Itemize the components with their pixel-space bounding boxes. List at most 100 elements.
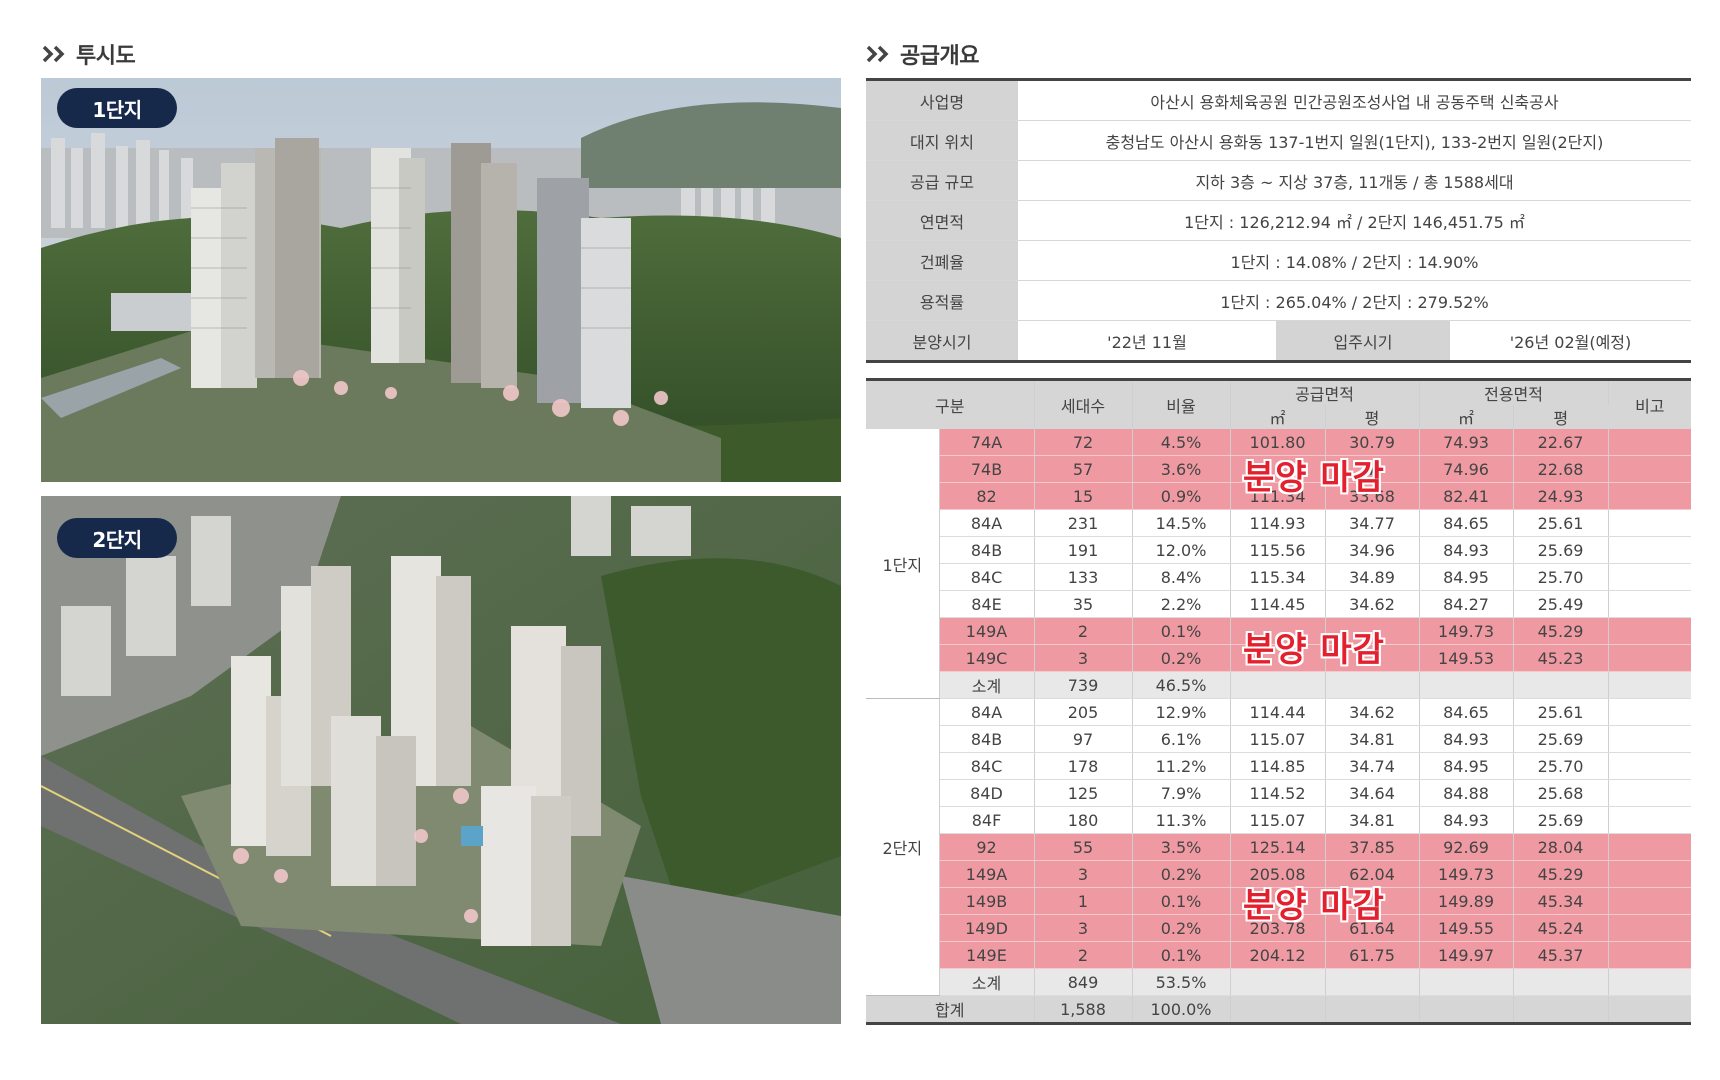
unit-cell-excl-m2: 149.73 xyxy=(1419,860,1514,888)
unit-row: 149B 1 0.1% 149.89 45.34 xyxy=(866,887,1692,915)
unit-cell-supply-py: 34.74 xyxy=(1325,752,1420,780)
unit-cell-supply-m2: 114.85 xyxy=(1230,752,1326,780)
unit-cell-excl-py: 45.23 xyxy=(1513,644,1609,672)
complex2-badge: 2단지 xyxy=(57,518,177,558)
double-chevron-right-icon xyxy=(866,44,892,64)
unit-cell-excl-py: 22.68 xyxy=(1513,455,1609,483)
move-in-value: '26년 02월(예정) xyxy=(1509,332,1632,352)
floor-area-label: 연면적 xyxy=(866,200,1018,241)
unit-cell-supply-py: 61.64 xyxy=(1325,914,1420,942)
unit-cell-type: 84B xyxy=(939,536,1035,564)
unit-cell-supply-m2: 101.80 xyxy=(1230,429,1326,456)
unit-cell-excl-py: 25.49 xyxy=(1513,590,1609,618)
unit-row: 149A 3 0.2% 205.08 62.04 149.73 45.29 xyxy=(866,860,1692,888)
total-empty-cell xyxy=(1325,995,1420,1024)
unit-row: 149A 2 0.1% 149.73 45.29 xyxy=(866,617,1692,645)
unit-cell-supply-m2: 115.07 xyxy=(1230,725,1326,753)
unit-cell-supply-py: 34.89 xyxy=(1325,563,1420,591)
unit-cell-excl-py: 25.69 xyxy=(1513,536,1609,564)
project-name-value: 아산시 용화체육공원 민간공원조성사업 내 공동주택 신축공사 xyxy=(1018,79,1691,121)
complex-label: 2단지 xyxy=(866,698,940,996)
unit-cell-excl-m2: 84.95 xyxy=(1419,752,1514,780)
unit-cell-excl-py: 45.29 xyxy=(1513,617,1609,645)
overview-row-coverage: 건폐율 1단지 : 14.08% / 2단지 : 14.90% xyxy=(866,240,1691,281)
header-exclusive-area: 전용면적 xyxy=(1419,379,1609,405)
unit-row: 84B 97 6.1% 115.07 34.81 84.93 25.69 xyxy=(866,725,1692,753)
unit-cell-note xyxy=(1608,644,1692,672)
unit-cell-households: 180 xyxy=(1034,806,1133,834)
header-supply-area: 공급면적 xyxy=(1230,379,1420,405)
unit-cell-supply-m2 xyxy=(1230,644,1326,672)
floor-area-ratio-label: 용적률 xyxy=(866,280,1018,321)
subtotal-label: 소계 xyxy=(939,671,1035,699)
subtotal-households: 849 xyxy=(1034,968,1133,996)
unit-cell-excl-py: 28.04 xyxy=(1513,833,1609,861)
supply-scale-value: 지하 3층 ~ 지상 37층, 11개동 / 총 1588세대 xyxy=(1018,160,1691,201)
unit-cell-households: 205 xyxy=(1034,698,1133,726)
unit-cell-supply-py xyxy=(1325,617,1420,645)
unit-cell-note xyxy=(1608,482,1692,510)
unit-cell-excl-m2: 149.73 xyxy=(1419,617,1514,645)
unit-cell-note xyxy=(1608,698,1692,726)
site-location-label: 대지 위치 xyxy=(866,120,1018,161)
unit-cell-supply-m2 xyxy=(1230,887,1326,915)
unit-cell-note xyxy=(1608,887,1692,915)
unit-table-header-row1: 구분 세대수 비율 공급면적 전용면적 비고 xyxy=(866,379,1692,429)
unit-cell-supply-py: 34.81 xyxy=(1325,806,1420,834)
complex1-badge: 1단지 xyxy=(57,88,177,128)
subtotal-empty-cell xyxy=(1230,968,1326,996)
subtotal-label: 소계 xyxy=(939,968,1035,996)
unit-cell-note xyxy=(1608,752,1692,780)
sale-period-label: 분양시기 xyxy=(866,320,1018,362)
supply-scale-label: 공급 규모 xyxy=(866,160,1018,201)
unit-cell-excl-py: 25.68 xyxy=(1513,779,1609,807)
floor-area-value: 1단지 : 126,212.94 ㎡ / 2단지 146,451.75 ㎡ xyxy=(1018,200,1691,241)
unit-cell-households: 15 xyxy=(1034,482,1133,510)
unit-cell-ratio: 11.2% xyxy=(1132,752,1231,780)
unit-cell-type: 84A xyxy=(939,698,1035,726)
supply-overview-table: 사업명 아산시 용화체육공원 민간공원조성사업 내 공동주택 신축공사 대지 위… xyxy=(866,78,1691,363)
unit-cell-supply-m2: 125.14 xyxy=(1230,833,1326,861)
complex2-rendering: 2단지 xyxy=(41,496,841,1024)
site-location-value: 충청남도 아산시 용화동 137-1번지 일원(1단지), 133-2번지 일원… xyxy=(1018,120,1691,161)
unit-cell-households: 3 xyxy=(1034,860,1133,888)
overview-row-schedule: 분양시기 '22년 11월 입주시기 '26년 02월(예정) xyxy=(866,320,1691,362)
unit-cell-supply-py: 37.85 xyxy=(1325,833,1420,861)
unit-cell-type: 84E xyxy=(939,590,1035,618)
unit-row: 84C 178 11.2% 114.85 34.74 84.95 25.70 xyxy=(866,752,1692,780)
unit-cell-supply-m2: 115.34 xyxy=(1230,563,1326,591)
subtotal-empty-cell xyxy=(1419,968,1514,996)
unit-cell-excl-m2: 84.93 xyxy=(1419,806,1514,834)
subtotal-row: 소계 739 46.5% xyxy=(866,671,1692,699)
unit-cell-ratio: 0.9% xyxy=(1132,482,1231,510)
total-empty-cell xyxy=(1419,995,1514,1024)
unit-cell-excl-m2: 149.53 xyxy=(1419,644,1514,672)
unit-row: 84C 133 8.4% 115.34 34.89 84.95 25.70 xyxy=(866,563,1692,591)
unit-cell-supply-m2: 115.07 xyxy=(1230,806,1326,834)
total-empty-cell xyxy=(1230,995,1326,1024)
unit-cell-excl-m2: 149.97 xyxy=(1419,941,1514,969)
complex1-rendering-illustration xyxy=(41,78,841,482)
unit-cell-households: 3 xyxy=(1034,914,1133,942)
unit-cell-households: 178 xyxy=(1034,752,1133,780)
unit-cell-households: 97 xyxy=(1034,725,1133,753)
subtotal-row: 소계 849 53.5% xyxy=(866,968,1692,996)
unit-cell-households: 35 xyxy=(1034,590,1133,618)
subtotal-empty-cell xyxy=(1325,968,1420,996)
unit-row: 74B 57 3.6% 7 74.96 22.68 xyxy=(866,455,1692,483)
unit-cell-type: 149A xyxy=(939,860,1035,888)
unit-cell-type: 84C xyxy=(939,752,1035,780)
total-households: 1,588 xyxy=(1034,995,1133,1024)
unit-cell-note xyxy=(1608,617,1692,645)
subtotal-empty-cell xyxy=(1419,671,1514,699)
total-empty-cell xyxy=(1608,995,1692,1024)
unit-cell-note xyxy=(1608,779,1692,807)
unit-cell-supply-m2 xyxy=(1230,455,1326,483)
unit-row: 84F 180 11.3% 115.07 34.81 84.93 25.69 xyxy=(866,806,1692,834)
overview-row-scale: 공급 규모 지하 3층 ~ 지상 37층, 11개동 / 총 1588세대 xyxy=(866,160,1691,201)
unit-cell-type: 74B xyxy=(939,455,1035,483)
unit-cell-supply-py: 34.77 xyxy=(1325,509,1420,537)
unit-cell-supply-py: 34.62 xyxy=(1325,698,1420,726)
unit-cell-type: 74A xyxy=(939,429,1035,456)
unit-cell-households: 1 xyxy=(1034,887,1133,915)
